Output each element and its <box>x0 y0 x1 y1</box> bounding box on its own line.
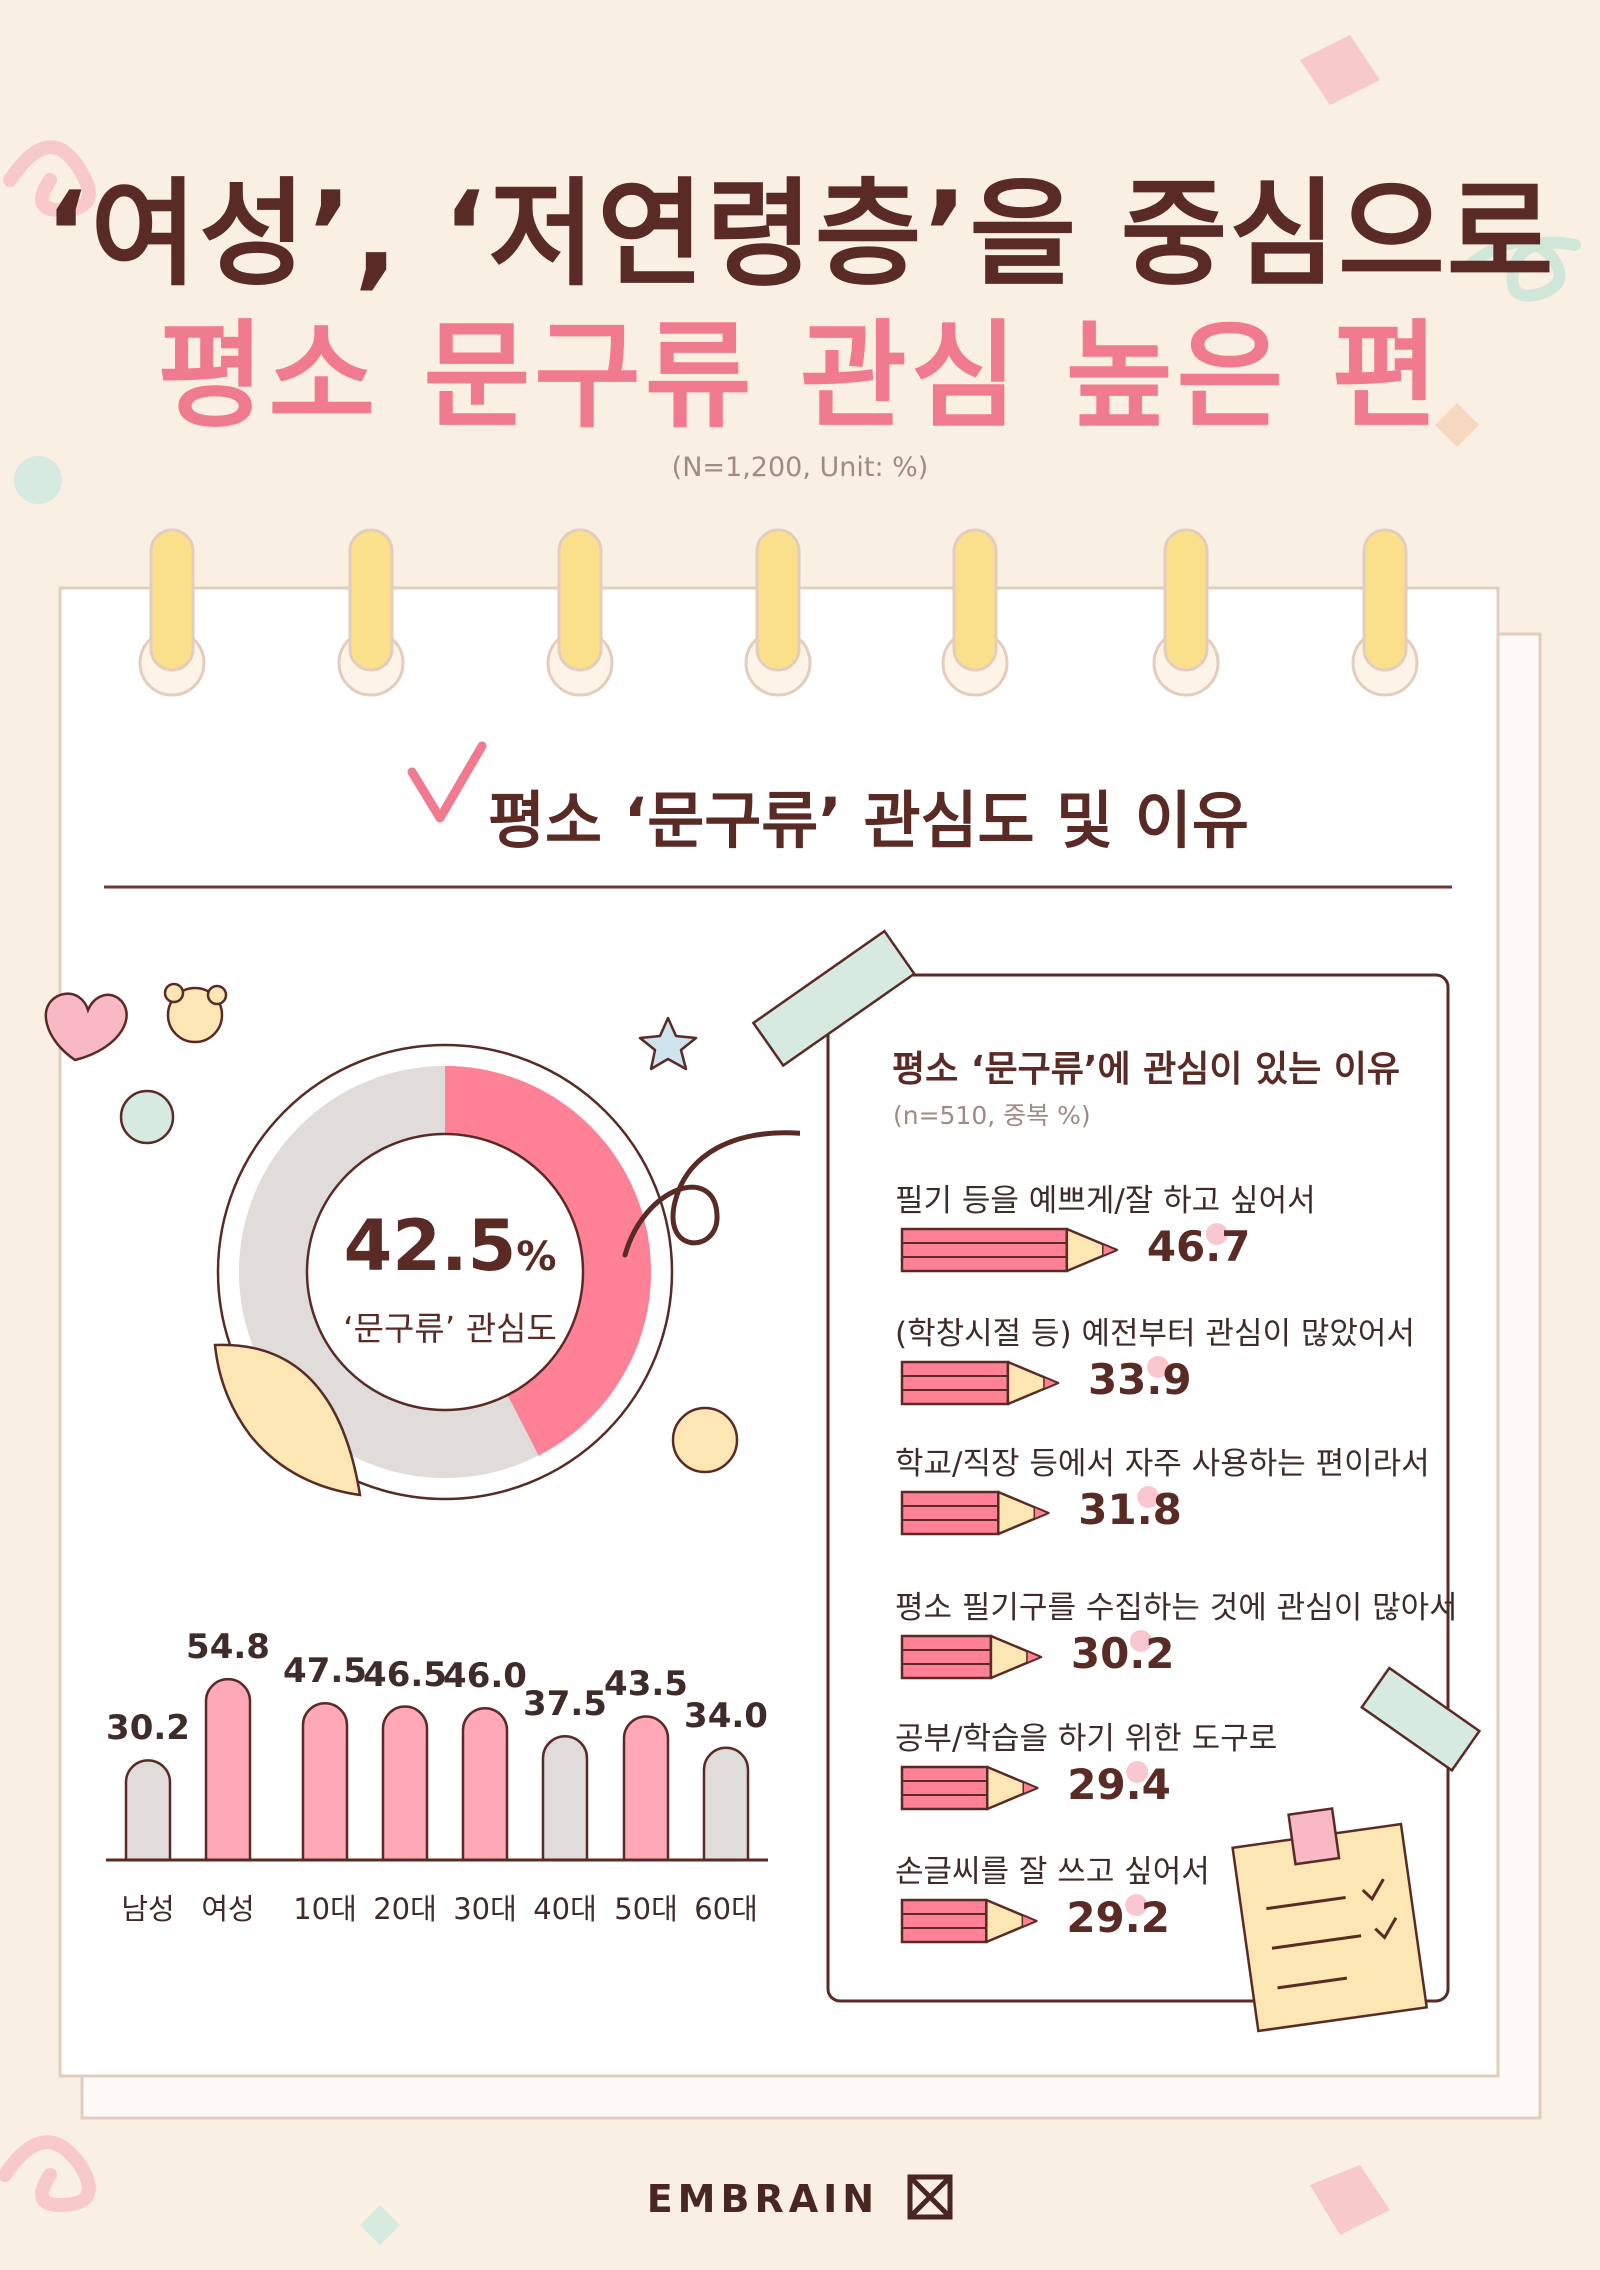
reason-value: 46.7 <box>1146 1222 1251 1271</box>
bar-50대 <box>622 1715 670 1862</box>
bar-value-label: 37.5 <box>523 1684 607 1725</box>
reason-value: 31.8 <box>1078 1485 1182 1534</box>
segment-bar-chart <box>106 1677 768 1862</box>
pencil-bar <box>900 1630 1152 1680</box>
pencil-bar <box>900 1356 1169 1406</box>
bar-남성 <box>124 1759 172 1862</box>
reason-label: (학창시절 등) 예전부터 관심이 많았어서 <box>895 1316 1415 1352</box>
bar-category-label: 20대 <box>373 1892 437 1926</box>
reason-label: 평소 필기구를 수집하는 것에 관심이 많아서 <box>895 1590 1458 1626</box>
bar-value-label: 47.5 <box>283 1651 367 1692</box>
bar-value-label: 46.5 <box>363 1654 447 1695</box>
title-line-2: 평소 문구류 관심 높은 편 <box>157 309 1443 444</box>
bar-여성 <box>204 1677 252 1862</box>
reasons-title: 평소 ‘문구류’에 관심이 있는 이유 <box>892 1040 1401 1092</box>
bar-category-label: 60대 <box>694 1892 758 1926</box>
pencil-bar <box>900 1761 1149 1811</box>
reasons-panel <box>751 929 1482 2033</box>
reasons-sample-note: (n=510, 중복 %) <box>893 1101 1091 1130</box>
brand-logo: EMBRAIN <box>0 2174 1600 2221</box>
binder-ring <box>138 528 206 697</box>
bar-value-label: 34.0 <box>684 1695 768 1736</box>
check-mark-icon <box>407 741 487 823</box>
sample-note: (N=1,200, Unit: %) <box>671 452 929 483</box>
bar-category-label: 50대 <box>614 1892 678 1926</box>
bar-20대 <box>381 1705 429 1862</box>
reason-value: 33.9 <box>1087 1355 1192 1404</box>
bar-value-label: 43.5 <box>604 1664 688 1705</box>
binder-ring <box>1351 528 1419 697</box>
donut-chart <box>44 982 800 1501</box>
binder-ring <box>1152 528 1220 697</box>
bar-category-label: 40대 <box>533 1892 597 1926</box>
title-line-1: ‘여성’, ‘저연령층’을 중심으로 <box>44 167 1556 302</box>
donut-label: ‘문구류’ 관심도 <box>343 1309 557 1348</box>
bar-category-label: 남성 <box>121 1892 175 1926</box>
reason-value: 29.4 <box>1067 1760 1171 1809</box>
brand-name: EMBRAIN <box>646 2177 880 2221</box>
binder-ring <box>337 528 405 697</box>
bar-60대 <box>702 1746 750 1862</box>
reason-value: 29.2 <box>1066 1893 1170 1942</box>
section-title: 평소 ‘문구류’ 관심도 및 이유 <box>488 784 1249 857</box>
bar-10대 <box>301 1702 349 1862</box>
bar-40대 <box>541 1735 589 1862</box>
bar-value-label: 54.8 <box>186 1627 270 1668</box>
donut-unit: % <box>516 1234 557 1280</box>
reason-label: 공부/학습을 하기 위한 도구로 <box>895 1721 1278 1757</box>
brand-mark-icon <box>907 2174 953 2220</box>
donut-value: 42.5 <box>343 1205 517 1287</box>
reason-label: 필기 등을 예쁘게/잘 하고 싶어서 <box>895 1183 1316 1219</box>
reason-label: 손글씨를 잘 쓰고 싶어서 <box>895 1854 1210 1890</box>
binder-ring <box>941 528 1009 697</box>
binder-ring <box>546 528 614 697</box>
bar-value-label: 46.0 <box>443 1656 527 1697</box>
bar-category-label: 여성 <box>201 1892 255 1926</box>
pencil-bar <box>900 1486 1160 1536</box>
bar-category-label: 30대 <box>453 1892 517 1926</box>
donut-value-arc <box>444 1066 651 1456</box>
reason-label: 학교/직장 등에서 자주 사용하는 편이라서 <box>895 1446 1430 1482</box>
binder-rings <box>138 528 1419 697</box>
reason-value: 30.2 <box>1070 1629 1175 1678</box>
bar-value-label: 30.2 <box>106 1708 190 1749</box>
bar-category-label: 10대 <box>293 1892 357 1926</box>
pencil-bar <box>900 1894 1148 1944</box>
pencil-bar <box>900 1223 1228 1273</box>
bar-30대 <box>461 1706 509 1862</box>
binder-ring <box>744 528 812 697</box>
donut-percent: 42.5% <box>300 1205 600 1287</box>
